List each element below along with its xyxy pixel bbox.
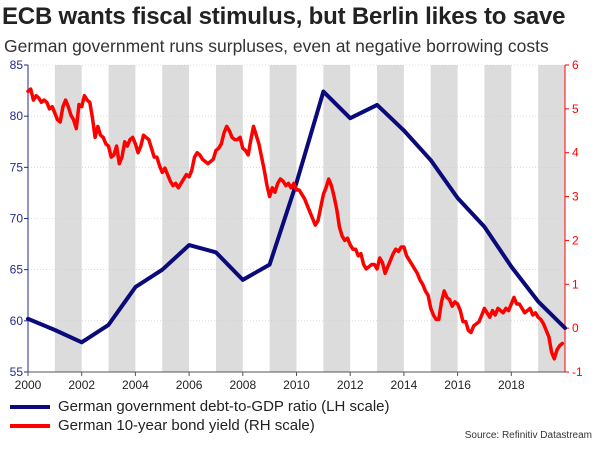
legend: German government debt-to-GDP ratio (LH … (10, 397, 390, 435)
y-left-tick-label-6: 85 (10, 58, 24, 72)
y-right-tick-label-5: 4 (572, 146, 579, 160)
x-tick-label-4: 2008 (229, 378, 256, 392)
series-line-bond-yield (26, 87, 565, 361)
shaded-band-8 (484, 65, 512, 372)
y-left-tick-label-2: 65 (10, 263, 24, 277)
x-tick-label-0: 2000 (15, 378, 42, 392)
y-right-tick-label-0: -1 (572, 365, 583, 379)
chart-title: ECB wants fiscal stimulus, but Berlin li… (2, 3, 566, 30)
y-right-tick-label-3: 2 (572, 233, 579, 247)
x-tick-label-2: 2004 (122, 378, 149, 392)
x-tick-label-7: 2014 (391, 378, 418, 392)
shaded-band-7 (430, 65, 458, 372)
y-left-tick-label-1: 60 (10, 314, 24, 328)
y-right-tick-label-1: 0 (572, 321, 579, 335)
legend-swatch-debt (10, 404, 50, 409)
x-tick-label-3: 2006 (176, 378, 203, 392)
x-tick-label-1: 2002 (68, 378, 95, 392)
legend-item-debt: German government debt-to-GDP ratio (LH … (10, 397, 390, 416)
y-left-tick-label-0: 55 (10, 365, 24, 379)
y-right-tick-label-2: 1 (572, 277, 579, 291)
y-left-tick-label-5: 80 (10, 109, 24, 123)
source-note: Source: Refinitiv Datastream (464, 430, 592, 441)
y-right-tick-label-6: 5 (572, 102, 579, 116)
y-right-tick-label-7: 6 (572, 58, 579, 72)
legend-label-debt: German government debt-to-GDP ratio (LH … (58, 398, 390, 415)
legend-label-yield: German 10-year bond yield (RH scale) (58, 417, 315, 434)
chart-subtitle: German government runs surpluses, even a… (4, 36, 549, 56)
x-tick-label-8: 2016 (444, 378, 471, 392)
legend-item-yield: German 10-year bond yield (RH scale) (10, 416, 390, 435)
y-right-tick-label-4: 3 (572, 190, 579, 204)
legend-swatch-yield (10, 423, 50, 428)
x-tick-label-9: 2018 (498, 378, 525, 392)
y-left-tick-label-3: 70 (10, 212, 24, 226)
y-left-tick-label-4: 75 (10, 160, 24, 174)
x-tick-label-6: 2012 (337, 378, 364, 392)
x-tick-label-5: 2010 (283, 378, 310, 392)
series-line-debt-to-gdp (26, 89, 567, 345)
